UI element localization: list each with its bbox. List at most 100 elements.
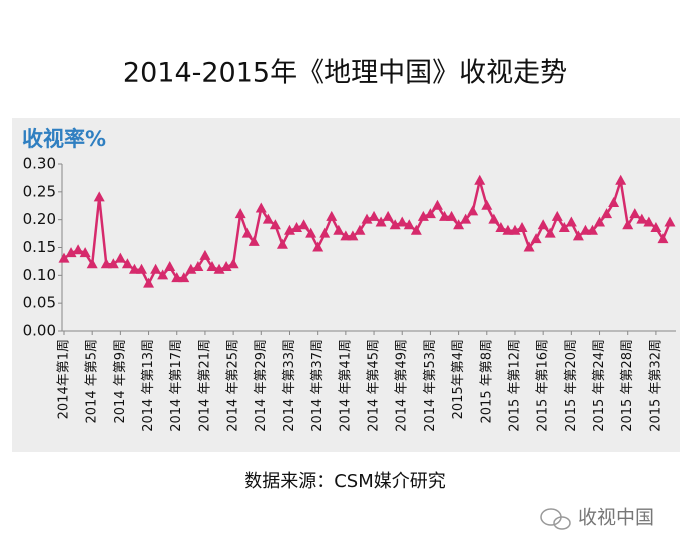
x-tick-label: 2015 年第16周 [536, 339, 551, 432]
marker [361, 213, 373, 224]
marker [488, 213, 500, 224]
marker [291, 222, 303, 233]
x-tick-label: 2014 年第41周 [338, 339, 353, 432]
y-tick-label: 0.05 [23, 294, 56, 312]
x-tick-label: 2014 年第37周 [310, 339, 325, 432]
marker [467, 205, 479, 216]
watermark-icon [540, 508, 571, 530]
x-tick-label: 2015 年第8周 [479, 339, 494, 424]
marker [178, 272, 190, 283]
marker [220, 260, 232, 271]
watermark: 收视中国 [578, 507, 654, 529]
marker [453, 219, 465, 230]
marker [431, 199, 443, 210]
x-tick-label: 2014 年第9周 [113, 339, 128, 424]
x-tick-label: 2014 年第49周 [395, 339, 410, 432]
marker [262, 213, 274, 224]
marker [516, 222, 528, 233]
marker [107, 258, 119, 269]
marker [403, 219, 415, 230]
x-tick-label: 2014 年第13周 [141, 339, 156, 432]
x-tick-label: 2014 年第21周 [197, 339, 212, 432]
marker [460, 213, 472, 224]
x-tick-label: 2015 年第12周 [507, 339, 522, 432]
marker [136, 263, 148, 274]
marker [509, 224, 521, 235]
marker [439, 210, 451, 221]
x-tick-label: 2014 年第29周 [254, 339, 269, 432]
marker [283, 224, 295, 235]
marker [572, 230, 584, 241]
x-tick-label: 2014 年第53周 [423, 339, 438, 432]
marker [319, 227, 331, 238]
x-tick-label: 2014 年第45周 [367, 339, 382, 432]
marker [171, 272, 183, 283]
marker [579, 224, 591, 235]
marker [417, 210, 429, 221]
marker [368, 210, 380, 221]
marker [396, 216, 408, 227]
marker [558, 222, 570, 233]
y-tick-label: 0.10 [23, 266, 56, 284]
marker [326, 210, 338, 221]
x-tick-label: 2015 年第32周 [648, 339, 663, 432]
marker [629, 208, 641, 219]
marker [150, 263, 162, 274]
marker [143, 277, 155, 288]
y-axis-label: 收视率% [22, 127, 106, 151]
marker [227, 258, 239, 269]
marker [354, 224, 366, 235]
marker [234, 208, 246, 219]
marker [530, 233, 542, 244]
marker [312, 241, 324, 252]
marker [340, 230, 352, 241]
source: 数据来源：CSM媒介研究 [244, 471, 446, 492]
x-tick-label: 2014 年第17周 [169, 339, 184, 432]
y-tick-label: 0.25 [23, 182, 56, 200]
marker [544, 227, 556, 238]
marker [213, 263, 225, 274]
marker [446, 210, 458, 221]
marker [305, 227, 317, 238]
marker [199, 249, 211, 260]
marker [537, 219, 549, 230]
x-tick-label: 2015 年第20周 [564, 339, 579, 432]
marker [248, 235, 260, 246]
marker [298, 219, 310, 230]
marker [551, 210, 563, 221]
marker [100, 258, 112, 269]
marker [93, 191, 105, 202]
marker [347, 230, 359, 241]
x-tick-label: 2014 年第25周 [226, 339, 241, 432]
marker [502, 224, 514, 235]
marker [481, 199, 493, 210]
x-tick-label: 2015 年第28周 [620, 339, 635, 432]
marker [615, 174, 627, 185]
marker [65, 247, 77, 258]
marker [622, 219, 634, 230]
marker [495, 222, 507, 233]
chart-background [12, 118, 680, 452]
marker [121, 258, 133, 269]
marker [164, 260, 176, 271]
marker [157, 269, 169, 280]
marker [375, 216, 387, 227]
x-tick-label: 2014 年第5周 [85, 339, 100, 424]
marker [523, 241, 535, 252]
marker [594, 216, 606, 227]
marker [241, 227, 253, 238]
marker [608, 196, 620, 207]
marker [86, 258, 98, 269]
x-tick-label: 2015 年第24周 [592, 339, 607, 432]
marker [79, 247, 91, 258]
marker [185, 263, 197, 274]
marker [424, 208, 436, 219]
marker [269, 219, 281, 230]
marker [382, 210, 394, 221]
marker [664, 216, 676, 227]
marker [643, 216, 655, 227]
marker [114, 252, 126, 263]
y-tick-label: 0.15 [23, 238, 56, 256]
marker [276, 238, 288, 249]
